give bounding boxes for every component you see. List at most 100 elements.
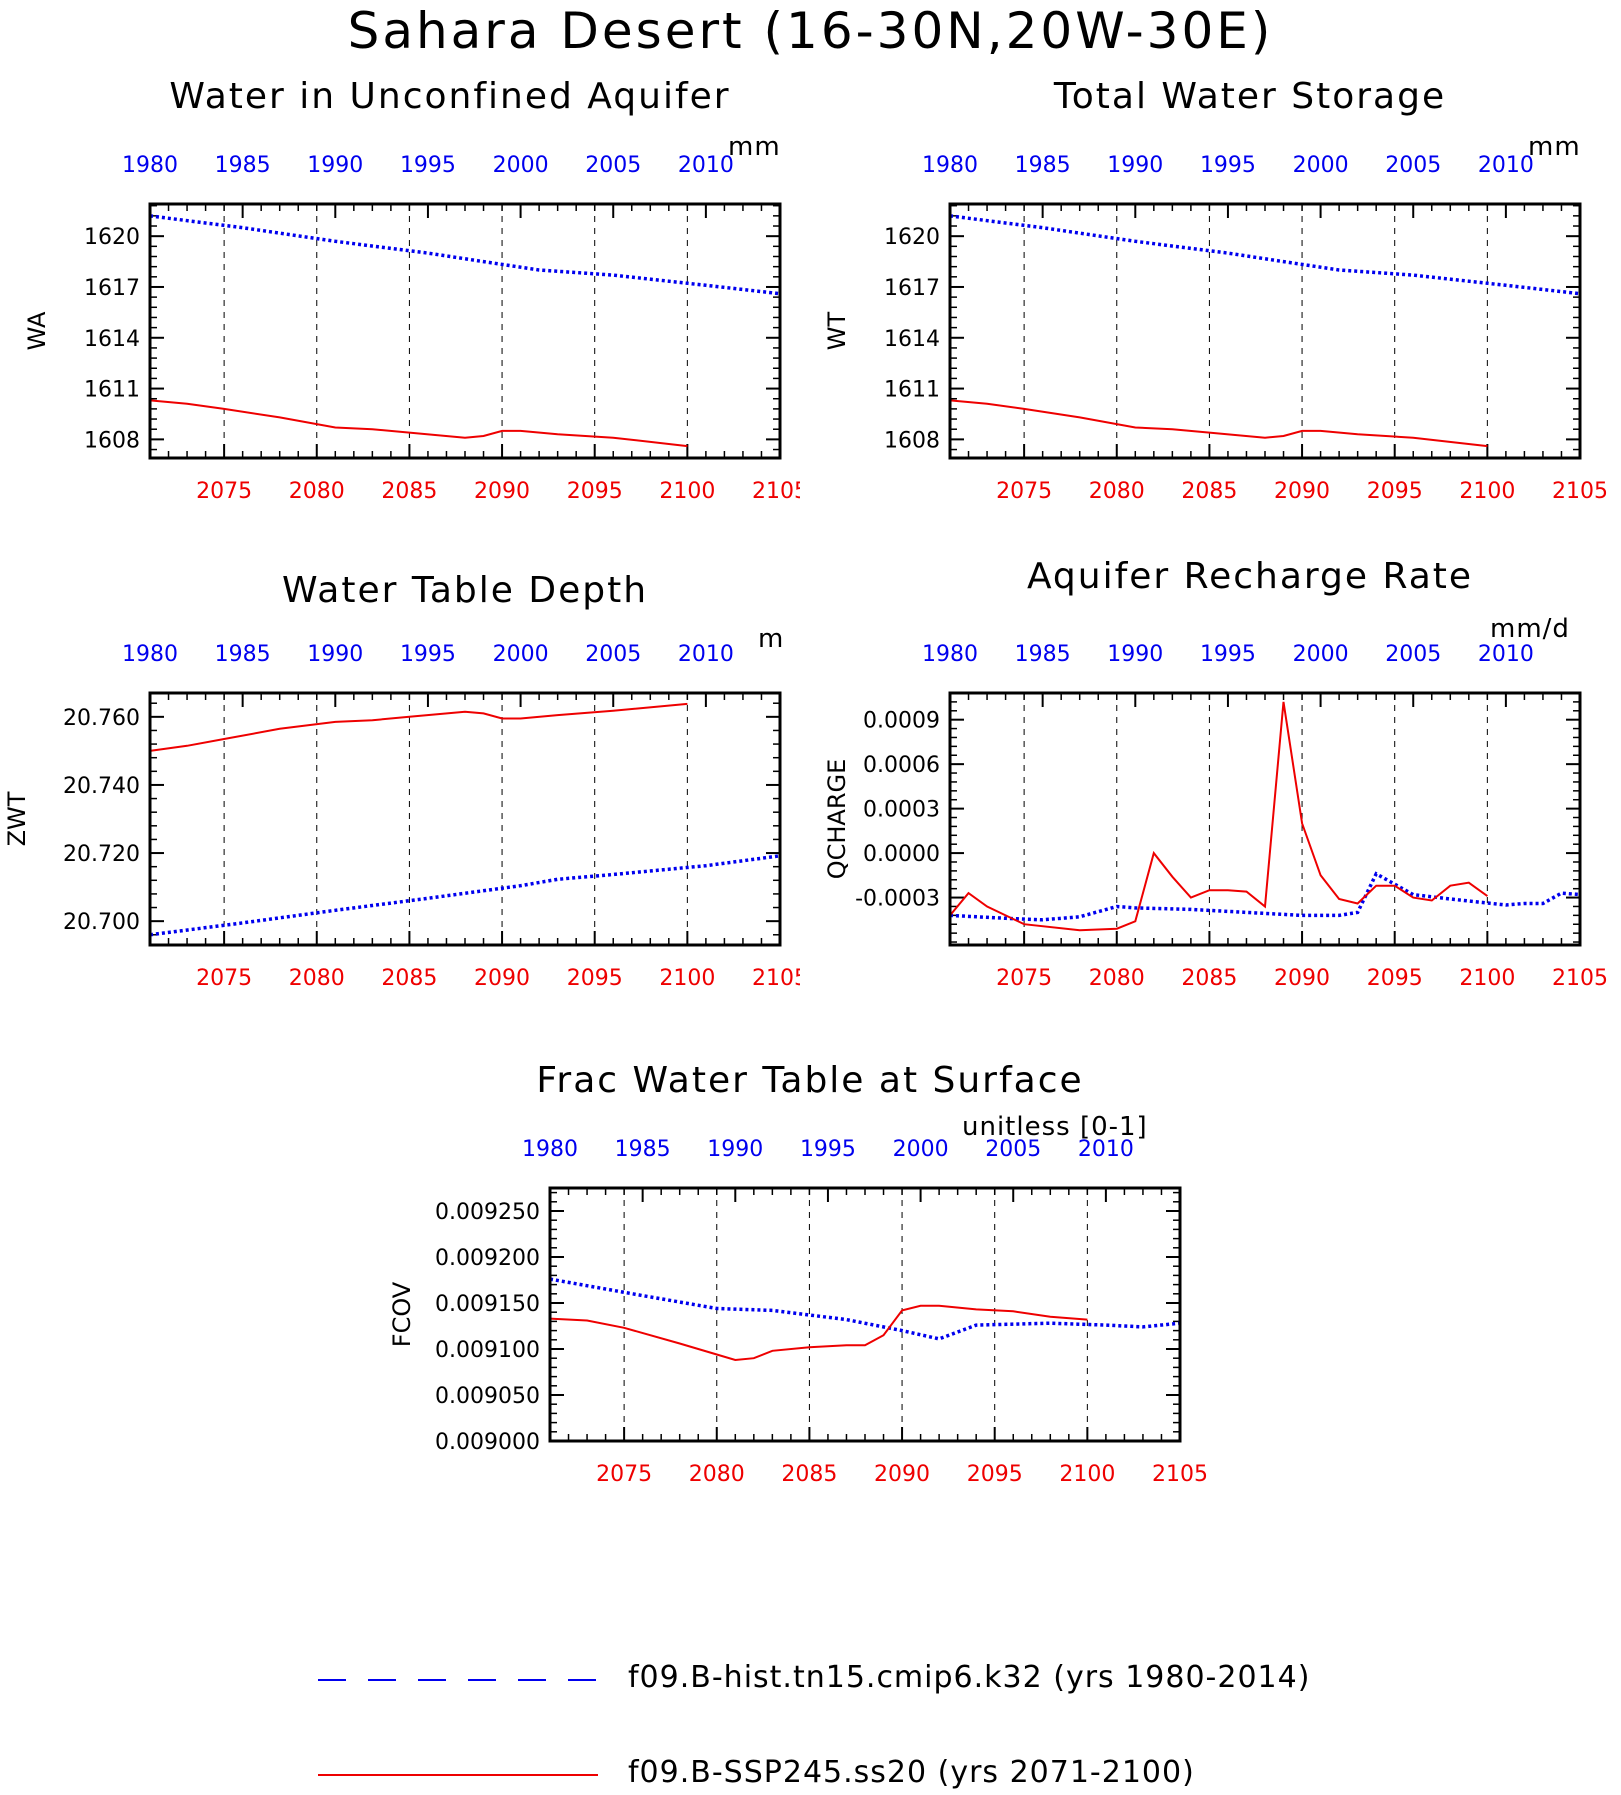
series-line-hist: [549, 1277, 1181, 1341]
series-line-ssp: [949, 399, 1488, 448]
x-bottom-tick-label: 2075: [996, 966, 1052, 991]
plot-frame: [948, 691, 1582, 947]
x-bottom-tick-label: 2080: [689, 1462, 745, 1487]
x-bottom-tick-label: 2075: [596, 1462, 652, 1487]
panel-title: Frac Water Table at Surface: [536, 1060, 1084, 1101]
panel-frac-water-table-surface: Frac Water Table at Surface unitless [0-…: [360, 1058, 1260, 1578]
x-top-tick-label: 1980: [122, 642, 178, 667]
x-top-tick-label: 1985: [215, 642, 271, 667]
x-top-tick-label: 2005: [585, 642, 641, 667]
x-top-tick-label: 2010: [678, 642, 734, 667]
chart-frac-water-table-surface: 0.009000 0.009050 0.009100 0.009150 0.009200…: [388, 1137, 1208, 1487]
y-axis-label: WT: [823, 311, 851, 350]
y-tick-label: 1608: [884, 428, 940, 453]
x-bottom-tick-label: 2085: [1181, 479, 1237, 504]
panel-title: Water in Unconfined Aquifer: [169, 76, 731, 117]
x-bottom-tick-label: 2100: [1459, 479, 1515, 504]
figure-title: Sahara Desert (16-30N,20W-30E): [347, 2, 1274, 60]
series-line-hist: [149, 854, 781, 937]
x-bottom-tick-label: 2095: [567, 479, 623, 504]
x-top-tick-label: 2005: [585, 153, 641, 178]
x-bottom-tick-label: 2080: [289, 966, 345, 991]
series-line-ssp: [949, 701, 1488, 932]
y-tick-label: 1620: [84, 225, 140, 250]
x-bottom-tick-label: 2095: [1367, 479, 1423, 504]
chart-water-unconfined-aquifer: 1608 1611 1614 1617 1620 2075 2080 2085 2090 2095…: [23, 153, 808, 504]
x-top-tick-label: 1990: [307, 153, 363, 178]
x-bottom-tick-label: 2090: [874, 1462, 930, 1487]
x-top-tick-label: 1990: [307, 642, 363, 667]
x-top-tick-label: 2000: [493, 642, 549, 667]
x-top-tick-label: 2000: [893, 1137, 949, 1162]
x-top-tick-label: 2010: [678, 153, 734, 178]
x-bottom-tick-label: 2090: [1274, 966, 1330, 991]
x-top-tick-label: 1990: [707, 1137, 763, 1162]
x-top-tick-label: 2010: [1478, 153, 1534, 178]
panel-aquifer-recharge-rate: Aquifer Recharge Rate mm/d -0.0003 0.0000…: [800, 556, 1621, 1084]
y-axis-label: FCOV: [388, 1281, 416, 1347]
x-bottom-tick-label: 2100: [1459, 966, 1515, 991]
x-top-tick-label: 1995: [1200, 153, 1256, 178]
x-top-tick-label: 1995: [800, 1137, 856, 1162]
series-line-ssp: [549, 1304, 1088, 1362]
chart-water-table-depth: 20.700 20.720 20.740 20.760 2075 2080 2085 2090…: [3, 642, 808, 991]
x-top-tick-label: 1985: [215, 153, 271, 178]
x-bottom-tick-label: 2095: [567, 966, 623, 991]
y-tick-label: 0.009250: [435, 1200, 540, 1225]
y-axis-label: ZWT: [3, 791, 31, 846]
x-top-tick-label: 1990: [1107, 153, 1163, 178]
x-bottom-tick-label: 2105: [1552, 479, 1608, 504]
plot-frame: [948, 202, 1582, 460]
y-tick-label: 1620: [884, 225, 940, 250]
x-bottom-tick-label: 2085: [781, 1462, 837, 1487]
y-tick-label: 1608: [84, 428, 140, 453]
y-tick-label: 1614: [84, 327, 140, 352]
x-top-tick-label: 2010: [1078, 1137, 1134, 1162]
series-line-hist: [949, 871, 1581, 922]
y-tick-label: 20.760: [63, 706, 140, 731]
x-bottom-tick-label: 2080: [1089, 479, 1145, 504]
panel-units: unitless [0-1]: [962, 1112, 1148, 1142]
y-tick-label: 20.740: [63, 774, 140, 799]
y-tick-label: 1617: [884, 276, 940, 301]
y-axis-label: WA: [23, 311, 51, 350]
x-top-tick-label: 1980: [122, 153, 178, 178]
x-top-tick-label: 1995: [400, 642, 456, 667]
series-line-ssp: [149, 399, 688, 448]
chart-aquifer-recharge-rate: -0.0003 0.0000 0.0003 0.0006 0.0009 2075 2080 2…: [823, 642, 1608, 991]
x-top-tick-label: 2005: [985, 1137, 1041, 1162]
legend-ssp-label: f09.B-SSP245.ss20 (yrs 2071-2100): [628, 1755, 1195, 1790]
legend: f09.B-hist.tn15.cmip6.k32 (yrs 1980-2014…: [0, 1610, 1621, 1795]
x-top-tick-label: 2010: [1478, 642, 1534, 667]
y-tick-label: 1617: [84, 276, 140, 301]
legend-hist-label: f09.B-hist.tn15.cmip6.k32 (yrs 1980-2014…: [628, 1660, 1311, 1695]
x-bottom-tick-label: 2095: [967, 1462, 1023, 1487]
plot-frame: [148, 202, 782, 460]
y-tick-label: 20.700: [63, 910, 140, 935]
y-tick-label: 0.0009: [863, 709, 940, 734]
x-bottom-tick-label: 2100: [1059, 1462, 1115, 1487]
panel-title: Water Table Depth: [281, 570, 649, 611]
y-tick-label: 0.009050: [435, 1384, 540, 1409]
x-bottom-tick-label: 2105: [1152, 1462, 1208, 1487]
y-axis-label: QCHARGE: [823, 759, 851, 880]
panel-title: Total Water Storage: [1053, 76, 1447, 117]
y-tick-label: 0.009100: [435, 1338, 540, 1363]
x-bottom-tick-label: 2105: [1552, 966, 1608, 991]
x-bottom-tick-label: 2105: [752, 479, 800, 504]
x-bottom-tick-label: 2075: [996, 479, 1052, 504]
x-top-tick-label: 1980: [522, 1137, 578, 1162]
panel-units: m: [758, 624, 785, 654]
x-bottom-tick-label: 2080: [289, 479, 345, 504]
x-bottom-tick-label: 2095: [1367, 966, 1423, 991]
y-tick-label: 20.720: [63, 842, 140, 867]
y-tick-label: 1611: [884, 378, 940, 403]
x-top-tick-label: 1980: [922, 642, 978, 667]
x-bottom-tick-label: 2090: [474, 479, 530, 504]
x-top-tick-label: 1980: [922, 153, 978, 178]
panel-water-unconfined-aquifer: Water in Unconfined Aquifer mm 1608 1611 1…: [0, 70, 808, 590]
panel-total-water-storage: Total Water Storage mm 1608 1611 1614 1617 1…: [800, 70, 1621, 590]
panel-title: Aquifer Recharge Rate: [1026, 556, 1474, 597]
x-bottom-tick-label: 2075: [196, 479, 252, 504]
